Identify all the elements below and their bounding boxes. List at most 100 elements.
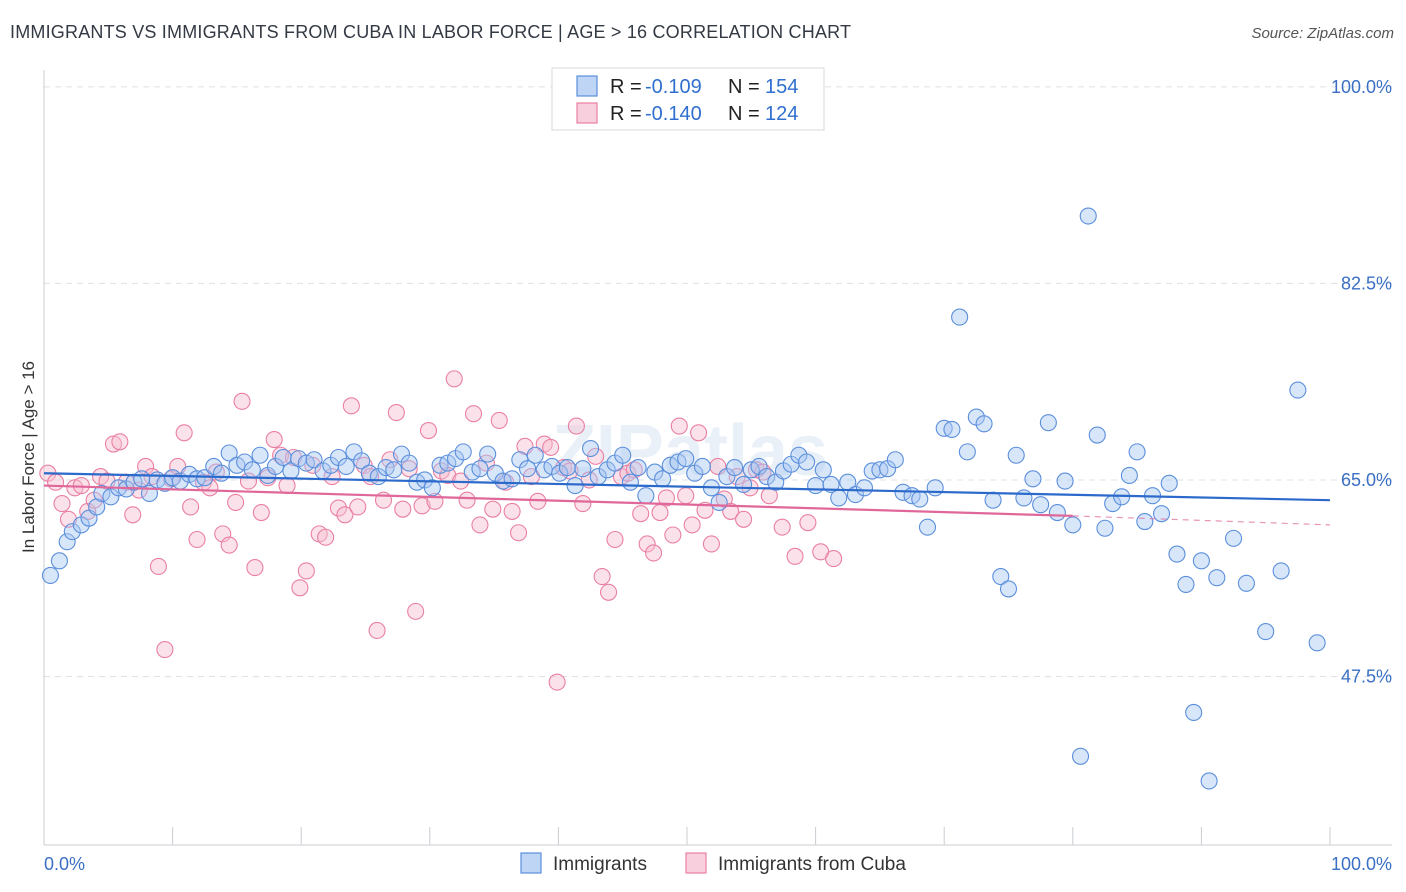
immigrants-point-132 bbox=[1088, 426, 1106, 444]
legend-r-label-2: R = bbox=[610, 103, 642, 125]
cuba-point-33 bbox=[252, 503, 270, 522]
cuba-point-92 bbox=[632, 505, 650, 523]
immigrants-point-1 bbox=[50, 552, 68, 570]
cuba-point-47 bbox=[342, 397, 360, 415]
immigrants-point-81 bbox=[677, 450, 695, 468]
immigrants-point-124 bbox=[1024, 470, 1042, 488]
axes bbox=[43, 70, 1392, 846]
immigrants-point-87 bbox=[726, 459, 744, 477]
cuba-point-21 bbox=[175, 424, 193, 442]
cuba-point-88 bbox=[606, 530, 624, 549]
immigrants-point-7 bbox=[93, 484, 111, 502]
legend-n-value-1: 154 bbox=[765, 76, 798, 98]
immigrants-point-83 bbox=[693, 457, 711, 476]
cuba-point-78 bbox=[542, 438, 560, 456]
immigrants-point-122 bbox=[1007, 446, 1025, 464]
y-tick-label-0: 47.5% bbox=[1341, 667, 1392, 687]
immigrants-point-46 bbox=[400, 454, 418, 472]
cuba-point-40 bbox=[297, 562, 315, 580]
immigrants-point-136 bbox=[1120, 466, 1138, 485]
immigrants-point-23 bbox=[220, 444, 238, 462]
immigrants-point-146 bbox=[1200, 772, 1218, 790]
cuba-point-79 bbox=[548, 673, 566, 691]
immigrants-point-118 bbox=[975, 415, 993, 433]
immigrants-point-115 bbox=[951, 308, 969, 326]
cuba-point-114 bbox=[786, 547, 804, 565]
immigrants-point-76 bbox=[637, 487, 655, 505]
immigrants-point-27 bbox=[251, 446, 269, 464]
cuba-point-101 bbox=[690, 424, 708, 442]
trend-line-immigrants bbox=[43, 472, 1331, 502]
cuba-point-10 bbox=[104, 435, 122, 453]
cuba-point-36 bbox=[272, 446, 290, 464]
immigrants-point-144 bbox=[1185, 703, 1203, 722]
cuba-point-102 bbox=[696, 501, 714, 519]
immigrants-point-38 bbox=[337, 457, 355, 476]
immigrants-point-137 bbox=[1128, 443, 1146, 461]
immigrants-point-75 bbox=[629, 459, 647, 477]
legend-n-label-1: N = bbox=[728, 76, 760, 98]
cuba-point-55 bbox=[394, 500, 412, 518]
cuba-point-39 bbox=[291, 579, 309, 597]
cuba-point-87 bbox=[600, 583, 618, 601]
immigrants-point-56 bbox=[479, 445, 497, 463]
cuba-point-93 bbox=[638, 535, 656, 553]
immigrants-point-55 bbox=[471, 460, 489, 478]
cuba-point-48 bbox=[349, 498, 367, 516]
legend-r-label-1: R = bbox=[610, 76, 642, 98]
immigrants-point-98 bbox=[814, 461, 832, 479]
top-legend: R = -0.109 N = 154 R = -0.140 N = 124 bbox=[551, 67, 825, 131]
cuba-point-17 bbox=[149, 557, 168, 575]
immigrants-point-103 bbox=[855, 479, 874, 497]
immigrants-point-61 bbox=[518, 460, 537, 478]
cuba-point-86 bbox=[593, 568, 611, 586]
y-tick-label-1: 65.0% bbox=[1341, 470, 1392, 490]
immigrants-point-130 bbox=[1071, 747, 1090, 765]
legend-swatch-cuba bbox=[576, 102, 598, 124]
immigrants-point-85 bbox=[710, 493, 728, 511]
immigrants-point-140 bbox=[1152, 505, 1171, 523]
immigrants-point-153 bbox=[1308, 634, 1326, 652]
legend-n-label-2: N = bbox=[728, 103, 760, 125]
y-tick-labels: 47.5% 65.0% 82.5% 100.0% bbox=[1331, 77, 1392, 687]
immigrants-point-121 bbox=[999, 580, 1018, 598]
immigrants-point-99 bbox=[822, 475, 840, 494]
immigrants-point-88 bbox=[735, 475, 753, 494]
immigrants-point-59 bbox=[503, 470, 521, 488]
cuba-point-45 bbox=[329, 499, 348, 517]
immigrants-point-49 bbox=[423, 479, 441, 497]
cuba-point-46 bbox=[336, 506, 354, 524]
cuba-point-83 bbox=[574, 495, 592, 513]
grid-lines bbox=[44, 86, 1392, 678]
cuba-point-22 bbox=[182, 498, 200, 516]
cuba-point-115 bbox=[799, 514, 817, 532]
cuba-point-18 bbox=[156, 641, 174, 659]
cuba-point-98 bbox=[670, 417, 688, 435]
immigrants-point-68 bbox=[574, 460, 592, 478]
cuba-point-41 bbox=[304, 456, 322, 474]
immigrants-point-91 bbox=[758, 468, 776, 486]
cuba-point-113 bbox=[773, 518, 791, 536]
cuba-point-103 bbox=[702, 535, 720, 553]
immigrants-point-41 bbox=[360, 464, 378, 482]
bottom-legend-cuba: Immigrants from Cuba bbox=[718, 854, 906, 875]
cuba-point-38 bbox=[284, 448, 303, 467]
cuba-point-69 bbox=[484, 500, 502, 518]
immigrants-point-143 bbox=[1177, 575, 1195, 593]
y-axis-label: In Labor Force | Age > 16 bbox=[19, 361, 38, 553]
cuba-point-95 bbox=[651, 503, 669, 522]
bottom-legend: Immigrants Immigrants from Cuba bbox=[520, 852, 906, 875]
cuba-point-43 bbox=[317, 528, 335, 546]
immigrants-point-73 bbox=[614, 446, 632, 464]
bottom-swatch-immigrants bbox=[520, 852, 542, 874]
immigrants-point-107 bbox=[886, 451, 904, 469]
cuba-point-59 bbox=[419, 421, 438, 440]
cuba-point-117 bbox=[825, 550, 843, 568]
immigrants-point-116 bbox=[958, 443, 976, 461]
cuba-point-32 bbox=[246, 559, 264, 577]
immigrants-point-67 bbox=[566, 477, 584, 495]
immigrants-point-26 bbox=[243, 461, 261, 479]
bottom-swatch-cuba bbox=[685, 852, 707, 874]
cuba-point-106 bbox=[722, 502, 740, 520]
immigrants-point-149 bbox=[1237, 574, 1255, 592]
